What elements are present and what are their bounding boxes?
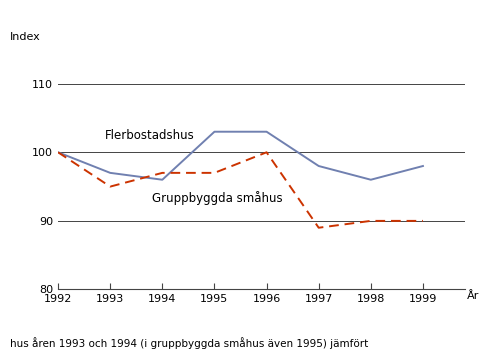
Text: hus åren 1993 och 1994 (i gruppbyggda småhus även 1995) jämfört: hus åren 1993 och 1994 (i gruppbyggda sm… (10, 337, 368, 349)
Text: Index: Index (10, 32, 41, 42)
Text: Flerbostadshus: Flerbostadshus (105, 128, 195, 142)
Text: Gruppbyggda småhus: Gruppbyggda småhus (152, 191, 283, 205)
Text: År: År (467, 291, 480, 301)
